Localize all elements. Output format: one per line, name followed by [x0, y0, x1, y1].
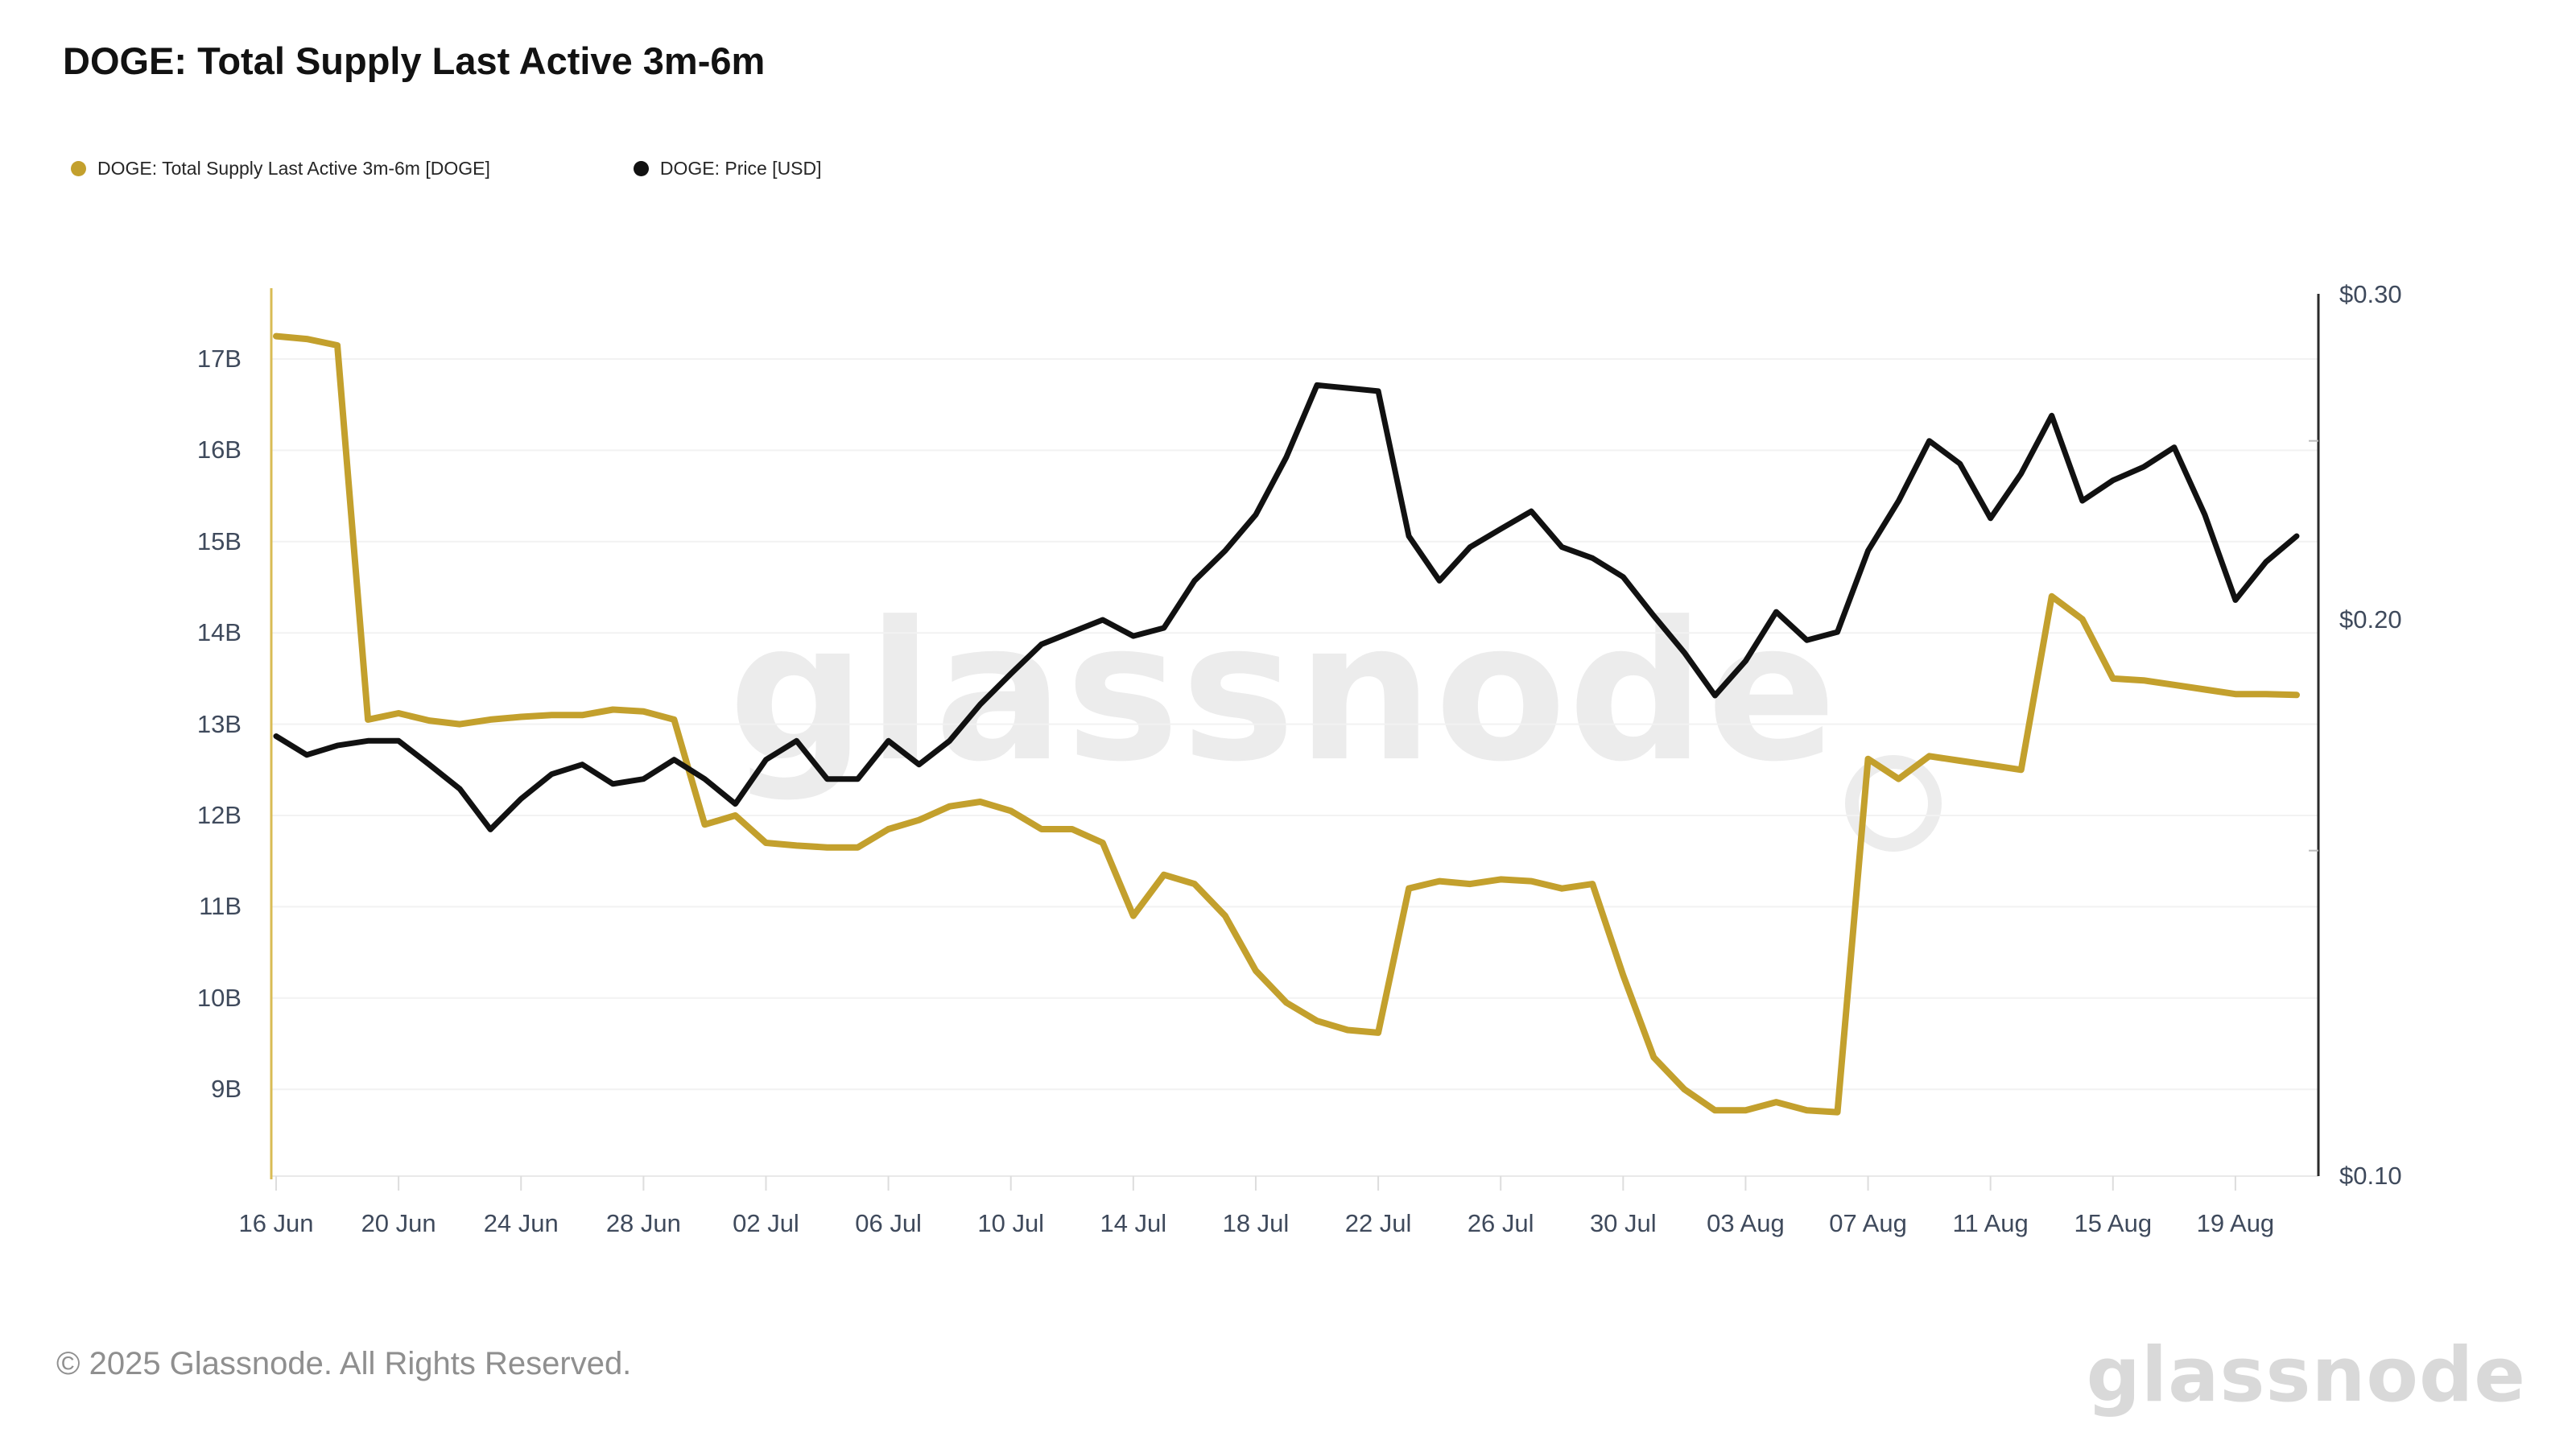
legend-label-price[interactable]: DOGE: Price [USD]: [659, 158, 822, 179]
left-axis-tick-label: 15B: [196, 526, 242, 555]
chart-legend: DOGE: Total Supply Last Active 3m-6m [DO…: [71, 158, 822, 180]
x-axis-tick-label: 15 Aug: [2074, 1209, 2153, 1237]
right-axis-tick-label: $0.30: [2339, 280, 2402, 308]
gridlines: [271, 358, 2318, 1177]
x-axis-tick-label: 30 Jul: [1589, 1209, 1657, 1237]
legend-dot-price-icon: [633, 161, 649, 176]
x-axis-tick-label: 18 Jul: [1222, 1209, 1290, 1237]
right-axis-tick-label: $0.10: [2339, 1161, 2402, 1190]
left-axis-tick-label: 17B: [196, 345, 242, 373]
copyright-text: © 2025 Glassnode. All Rights Reserved.: [56, 1346, 632, 1381]
glassnode-logo: glassnode: [2086, 1331, 2526, 1419]
left-axis-tick-label: 10B: [196, 983, 242, 1012]
x-axis-tick-label: 28 Jun: [605, 1209, 681, 1237]
legend-dot-supply-icon: [71, 161, 86, 176]
x-axis-tick-label: 26 Jul: [1467, 1209, 1534, 1237]
price-line-series: [273, 382, 2300, 832]
axis-lines: [270, 288, 2320, 1179]
left-axis-tick-label: 9B: [211, 1075, 242, 1104]
x-axis-tick-label: 19 Aug: [2196, 1209, 2275, 1237]
left-axis-tick-label: 12B: [196, 801, 242, 829]
page-title: DOGE: Total Supply Last Active 3m-6m: [63, 39, 766, 82]
left-axis-tick-label: 13B: [196, 709, 242, 738]
x-axis-tick-label: 07 Aug: [1829, 1209, 1907, 1237]
legend-label-supply[interactable]: DOGE: Total Supply Last Active 3m-6m [DO…: [97, 158, 490, 179]
tick-marks: [275, 440, 2318, 1191]
x-axis-tick-label: 06 Jul: [855, 1209, 922, 1237]
supply-line-series: [273, 332, 2300, 1116]
x-axis-tick-label: 16 Jun: [238, 1209, 314, 1237]
left-axis-tick-label: 14B: [196, 618, 242, 647]
right-axis-tick-label: $0.20: [2339, 605, 2402, 634]
left-axis-tick-label: 16B: [196, 436, 242, 464]
x-axis-tick-label: 14 Jul: [1100, 1209, 1167, 1237]
x-axis-tick-label: 20 Jun: [361, 1209, 436, 1237]
x-axis-tick-label: 03 Aug: [1707, 1209, 1785, 1237]
x-axis-tick-label: 24 Jun: [483, 1209, 559, 1237]
x-axis-tick-label: 02 Jul: [733, 1209, 799, 1237]
x-axis-tick-label: 10 Jul: [977, 1209, 1045, 1237]
x-axis-tick-label: 11 Aug: [1952, 1209, 2029, 1237]
x-axis-tick-label: 22 Jul: [1344, 1209, 1412, 1237]
left-axis-tick-label: 11B: [199, 892, 242, 921]
